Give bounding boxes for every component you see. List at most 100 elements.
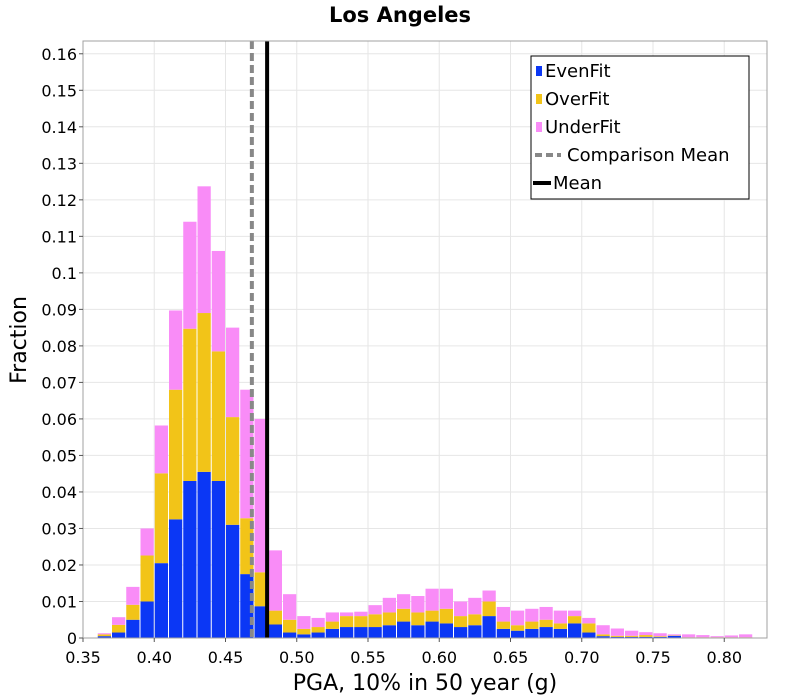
bar-underfit: [311, 617, 325, 628]
mean-lines: [249, 41, 270, 638]
bar-overfit: [454, 616, 468, 628]
bar-evenfit: [211, 480, 225, 638]
legend: EvenFit OverFit UnderFit Comparison Mean…: [530, 55, 750, 200]
x-tick-label: 0.45: [208, 648, 244, 667]
bar-evenfit: [539, 627, 553, 638]
bar-underfit: [425, 588, 439, 611]
y-tick-label: 0.12: [41, 191, 77, 210]
bar-underfit: [368, 605, 382, 615]
y-tick-label: 0.07: [41, 373, 77, 392]
y-axis-label: Fraction: [7, 296, 32, 384]
bar-evenfit: [354, 627, 368, 638]
x-tick-label: 0.50: [279, 648, 315, 667]
bar-overfit: [311, 627, 325, 633]
bar-evenfit: [653, 636, 667, 638]
bar-underfit: [610, 628, 624, 636]
x-tick-label: 0.40: [136, 648, 172, 667]
bar-underfit: [197, 186, 211, 314]
x-tick-label: 0.70: [564, 648, 600, 667]
bar-evenfit: [582, 632, 596, 638]
bar-overfit: [283, 619, 297, 633]
legend-swatch-underfit: [536, 122, 542, 132]
bar-underfit: [382, 597, 396, 613]
bar-evenfit: [112, 632, 126, 638]
legend-swatch-overfit: [536, 94, 542, 104]
bar-evenfit: [511, 630, 525, 638]
bar-underfit: [154, 425, 168, 474]
legend-label-evenfit: EvenFit: [545, 61, 611, 82]
y-tick-label: 0.03: [41, 519, 77, 538]
x-axis-ticks: 0.35 0.40 0.45 0.50 0.55 0.60 0.65 0.70 0.75 0.80: [65, 638, 742, 667]
bar-evenfit: [468, 625, 482, 638]
bar-underfit: [639, 632, 653, 636]
bar-overfit: [397, 608, 411, 622]
bar-evenfit: [553, 628, 567, 638]
bar-evenfit: [411, 625, 425, 638]
x-tick-label: 0.75: [635, 648, 671, 667]
bar-underfit: [411, 596, 425, 613]
bar-overfit: [325, 621, 339, 629]
x-tick-label: 0.65: [493, 648, 529, 667]
bar-overfit: [211, 351, 225, 481]
bar-underfit: [211, 250, 225, 352]
bar-underfit: [525, 608, 539, 622]
bar-underfit: [226, 327, 240, 418]
bar-overfit: [568, 616, 582, 624]
plot-frame: [82, 40, 768, 639]
legend-label-mean: Mean: [553, 173, 602, 194]
bar-underfit: [496, 606, 510, 622]
bar-overfit: [368, 614, 382, 628]
bar-evenfit: [254, 606, 268, 638]
bar-overfit: [639, 635, 653, 637]
bar-evenfit: [183, 480, 197, 638]
bar-evenfit: [496, 628, 510, 638]
bar-evenfit: [325, 628, 339, 638]
y-tick-label: 0: [67, 629, 77, 648]
bar-underfit: [625, 630, 639, 636]
bar-evenfit: [126, 619, 140, 638]
y-tick-label: 0.1: [52, 264, 77, 283]
y-tick-label: 0.08: [41, 337, 77, 356]
bar-overfit: [169, 389, 183, 520]
y-tick-label: 0.15: [41, 81, 77, 100]
bar-overfit: [197, 313, 211, 472]
y-tick-label: 0.01: [41, 592, 77, 611]
bar-overfit: [625, 635, 639, 637]
bar-underfit: [553, 610, 567, 624]
x-tick-label: 0.55: [350, 648, 386, 667]
bar-evenfit: [596, 636, 610, 638]
bar-evenfit: [140, 601, 154, 638]
x-tick-label: 0.60: [421, 648, 457, 667]
y-axis-ticks: 0 0.01 0.02 0.03 0.04 0.05 0.06 0.07 0.08 0.09 0.1…: [41, 45, 83, 648]
bar-underfit: [183, 221, 197, 329]
bar-overfit: [425, 610, 439, 622]
bar-underfit: [169, 310, 183, 390]
y-tick-label: 0.09: [41, 300, 77, 319]
bar-stacks: [97, 186, 753, 638]
legend-label-underfit: UnderFit: [545, 117, 621, 138]
bar-underfit: [439, 588, 453, 609]
legend-swatch-evenfit: [536, 66, 542, 76]
legend-label-overfit: OverFit: [545, 89, 609, 110]
bar-evenfit: [268, 624, 282, 638]
bar-overfit: [126, 604, 140, 620]
bar-evenfit: [283, 632, 297, 638]
bar-evenfit: [169, 519, 183, 638]
chart-title: Los Angeles: [329, 3, 471, 27]
bar-evenfit: [525, 628, 539, 638]
bar-overfit: [140, 555, 154, 602]
bar-underfit: [539, 606, 553, 620]
bar-evenfit: [667, 635, 681, 638]
bar-evenfit: [454, 627, 468, 638]
bar-underfit: [511, 610, 525, 626]
bar-overfit: [582, 623, 596, 633]
bar-evenfit: [610, 636, 624, 638]
bar-underfit: [568, 610, 582, 617]
bar-overfit: [297, 628, 311, 635]
bar-overfit: [154, 473, 168, 564]
bar-evenfit: [197, 471, 211, 638]
bar-evenfit: [97, 636, 111, 638]
bar-overfit: [254, 572, 268, 607]
bar-underfit: [682, 634, 696, 638]
bar-evenfit: [226, 524, 240, 638]
